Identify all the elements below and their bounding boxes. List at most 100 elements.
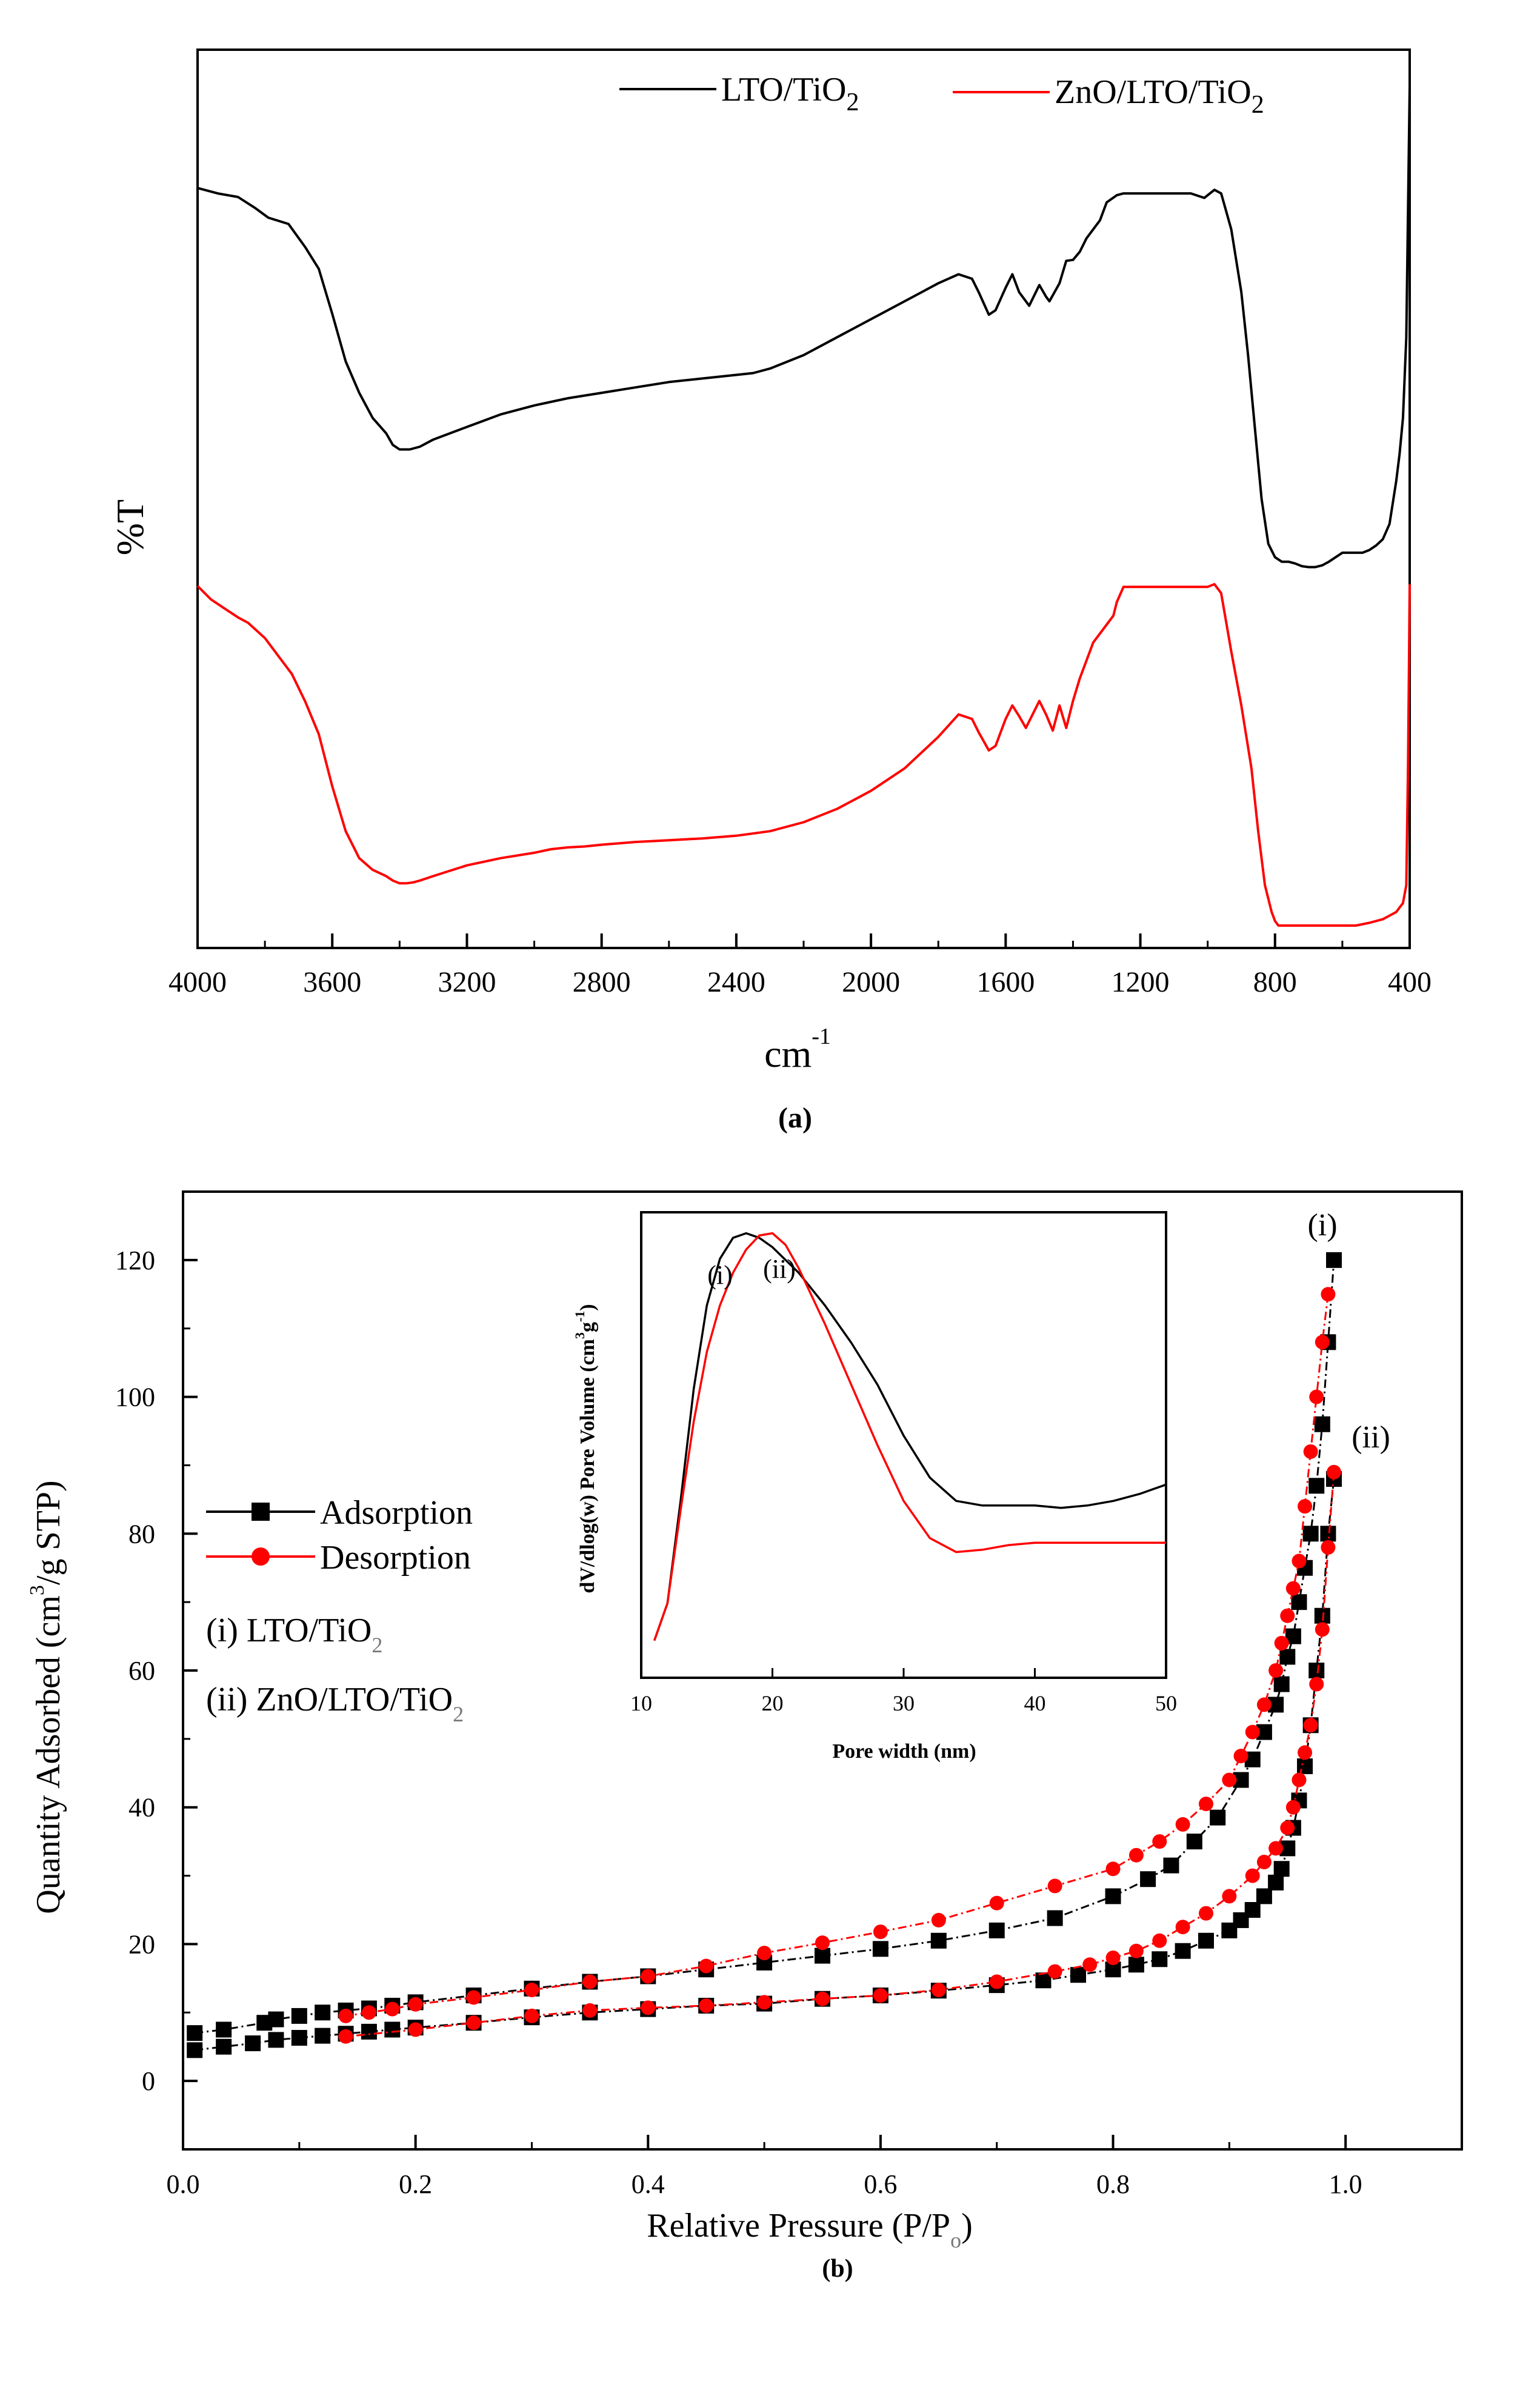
x-tick-label: 10: [630, 1691, 652, 1715]
data-point-square: [1210, 1809, 1226, 1826]
data-point-circle: [1309, 1677, 1324, 1692]
panel-a: 4000 3600 3200 2800 2400 2000 1600 1200 800 400 L…: [108, 48, 1432, 1134]
data-point-circle: [1233, 1749, 1248, 1764]
data-point-circle: [989, 1974, 1004, 1989]
data-point-circle: [1152, 1834, 1167, 1849]
data-point-circle: [582, 2003, 598, 2018]
data-point-circle: [1274, 1635, 1289, 1650]
legend-label-series-1: LTO/TiO2: [721, 71, 859, 116]
data-point-square: [1297, 1758, 1313, 1774]
x-tick-label: 0.4: [632, 2169, 665, 2199]
data-point-square: [1244, 1902, 1261, 1918]
series-line: [195, 1260, 1335, 2034]
y-tick-label: 20: [128, 1929, 155, 1959]
data-point-circle: [408, 2022, 423, 2037]
x-tick-label: 2400: [707, 966, 765, 998]
data-point-circle: [1175, 1920, 1190, 1935]
data-point-square: [988, 1922, 1005, 1938]
x-tick-label: 1.0: [1329, 2169, 1362, 2199]
inset-series-line-i: [653, 1232, 1167, 1641]
data-point-square: [315, 2028, 331, 2044]
data-point-circle: [1309, 1389, 1324, 1404]
inset-y-axis-title: dV/dlog(w) Pore Volume (cm3g-1): [572, 1304, 599, 1593]
data-point-square: [1302, 1526, 1319, 1542]
data-point-square: [815, 1947, 830, 1964]
legend-marker-adsorption: [252, 1503, 270, 1521]
series-desorption-ii: [338, 1464, 1341, 2044]
data-point-circle: [524, 2008, 539, 2023]
data-point-circle: [1327, 1464, 1341, 1480]
curve-label-i: (i): [1307, 1208, 1337, 1243]
panel-b: 0.0 0.2 0.4 0.6 0.8 1.0 0 20 40 60 80 100 120 Adsor…: [26, 1190, 1463, 2283]
panel-a-x-axis: 4000 3600 3200 2800 2400 2000 1600 1200 800 400: [168, 933, 1432, 998]
data-point-circle: [1199, 1797, 1213, 1812]
data-point-circle: [1321, 1540, 1336, 1555]
data-point-circle: [1298, 1745, 1313, 1760]
y-tick-label: 120: [115, 1246, 155, 1275]
data-point-square: [384, 2021, 401, 2038]
panel-a-y-axis-title: %T: [108, 499, 152, 555]
data-point-circle: [1292, 1772, 1307, 1787]
inset-series: [653, 1232, 1167, 1641]
data-point-square: [1256, 1888, 1272, 1904]
x-tick-label: 1600: [976, 966, 1035, 998]
data-point-square: [1273, 1676, 1290, 1692]
inset-x-axis: 10 20 30 40 50: [630, 1668, 1177, 1715]
x-tick-label: 800: [1253, 966, 1297, 998]
panel-a-x-axis-title: cm-1: [764, 1024, 831, 1075]
data-point-square: [1140, 1871, 1156, 1887]
y-tick-label: 60: [128, 1656, 155, 1686]
data-point-circle: [1082, 1957, 1098, 1972]
data-point-circle: [1303, 1444, 1318, 1459]
x-tick-label: 2800: [573, 966, 631, 998]
data-point-circle: [361, 2005, 376, 2020]
inset-curve-label-i: (i): [707, 1260, 733, 1290]
data-point-square: [315, 2004, 331, 2021]
panel-a-series: [196, 85, 1411, 927]
data-point-square: [1308, 1663, 1325, 1678]
data-point-circle: [757, 1995, 772, 2010]
data-point-circle: [699, 1958, 714, 1974]
data-point-square: [1308, 1478, 1325, 1494]
data-point-square: [1326, 1252, 1342, 1268]
data-point-square: [930, 1932, 947, 1949]
data-point-circle: [1047, 1964, 1062, 1979]
data-point-circle: [1245, 1868, 1260, 1883]
data-point-square: [1070, 1967, 1086, 1983]
data-point-circle: [1268, 1663, 1284, 1678]
data-point-circle: [1105, 1861, 1121, 1877]
data-point-circle: [1199, 1906, 1213, 1921]
data-point-circle: [1285, 1800, 1301, 1815]
panel-b-y-axis: 0 20 40 60 80 100 120: [115, 1190, 198, 2151]
data-point-circle: [1175, 1817, 1190, 1832]
series-line: [345, 1294, 1329, 2017]
panel-b-label: (b): [822, 2255, 853, 2283]
panel-b-x-axis-title: Relative Pressure (P/Po): [647, 2207, 972, 2252]
data-point-square: [1314, 1416, 1330, 1432]
x-tick-label: 0.6: [864, 2169, 897, 2199]
data-point-circle: [1105, 1951, 1121, 1965]
inset-curve-label-ii: (ii): [763, 1254, 796, 1284]
data-point-square: [216, 2038, 232, 2055]
data-point-square: [1186, 1834, 1202, 1850]
data-point-circle: [1047, 1878, 1062, 1894]
x-tick-label: 2000: [842, 966, 900, 998]
x-tick-label: 40: [1024, 1691, 1046, 1715]
data-point-circle: [931, 1912, 946, 1927]
y-tick-label: 40: [128, 1793, 155, 1823]
data-point-square: [216, 2021, 232, 2038]
x-tick-label: 400: [1388, 966, 1432, 998]
data-point-circle: [1280, 1820, 1295, 1835]
data-point-circle: [873, 1924, 888, 1940]
data-point-square: [291, 2030, 307, 2046]
data-point-square: [872, 1941, 888, 1957]
data-point-circle: [524, 1983, 539, 1998]
data-point-square: [1128, 1957, 1144, 1973]
legend-label-desorption: Desorption: [320, 1539, 471, 1577]
data-point-square: [1152, 1951, 1168, 1967]
x-tick-label: 0.8: [1096, 2169, 1130, 2199]
data-point-square: [1268, 1874, 1284, 1891]
panel-b-inset: 10 20 30 40 50 (i) (ii) Pore width (nm) dV/d…: [572, 1211, 1177, 1763]
panel-b-y-axis-title: Quantity Adsorbed (cm3/g STP): [26, 1480, 67, 1914]
data-point-circle: [466, 2015, 481, 2031]
